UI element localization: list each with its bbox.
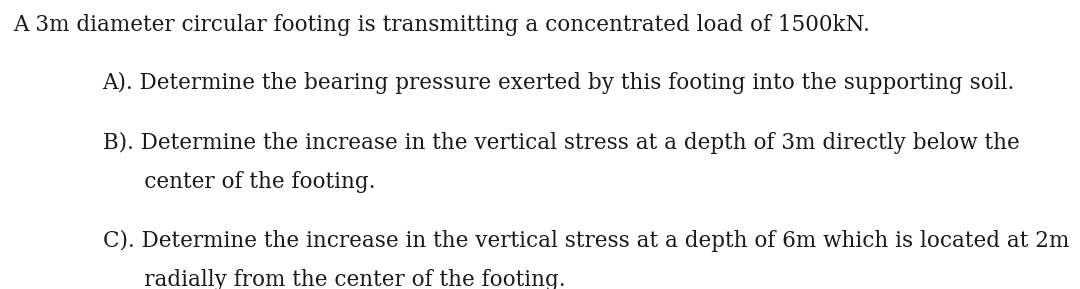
Text: A 3m diameter circular footing is transmitting a concentrated load of 1500kN.: A 3m diameter circular footing is transm… [13, 14, 869, 36]
Text: B). Determine the increase in the vertical stress at a depth of 3m directly belo: B). Determine the increase in the vertic… [103, 131, 1020, 153]
Text: center of the footing.: center of the footing. [103, 171, 375, 192]
Text: C). Determine the increase in the vertical stress at a depth of 6m which is loca: C). Determine the increase in the vertic… [103, 230, 1069, 252]
Text: radially from the center of the footing.: radially from the center of the footing. [103, 269, 565, 289]
Text: A). Determine the bearing pressure exerted by this footing into the supporting s: A). Determine the bearing pressure exert… [103, 72, 1015, 94]
